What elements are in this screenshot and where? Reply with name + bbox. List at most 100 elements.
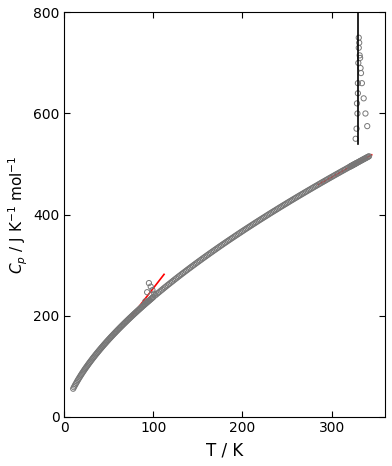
Point (234, 231, 241, 238)
Point (278, 203, 284, 211)
Point (345, 164, 351, 171)
Point (330, 172, 336, 180)
Point (363, 154, 370, 161)
Point (300, 190, 307, 197)
Point (147, 296, 153, 304)
Point (156, 288, 162, 295)
Point (233, 232, 240, 239)
Point (125, 316, 131, 324)
Point (143, 299, 149, 307)
Point (339, 167, 346, 175)
Point (173, 275, 179, 282)
Point (332, 171, 339, 178)
Point (366, 152, 372, 160)
Point (316, 181, 322, 188)
Point (327, 174, 333, 182)
Point (355, 59, 361, 67)
Point (174, 274, 181, 281)
Point (176, 273, 182, 280)
Point (149, 295, 155, 302)
Point (140, 302, 146, 310)
Point (207, 250, 213, 257)
Point (132, 309, 139, 316)
Point (338, 168, 344, 175)
Point (128, 313, 134, 321)
Point (172, 276, 178, 283)
Point (225, 237, 231, 245)
Point (123, 318, 129, 325)
Point (103, 339, 109, 346)
Point (192, 260, 199, 267)
Point (184, 266, 191, 274)
Point (183, 267, 189, 274)
Point (239, 228, 245, 235)
Point (98, 344, 104, 352)
Point (162, 284, 168, 291)
Point (349, 162, 355, 169)
Point (294, 193, 301, 200)
Point (147, 283, 154, 290)
Point (92, 352, 98, 359)
Point (167, 279, 174, 287)
Point (142, 301, 148, 308)
Point (356, 34, 362, 41)
Point (133, 308, 140, 315)
Point (357, 158, 363, 165)
Point (181, 268, 188, 276)
Point (111, 329, 118, 337)
Point (237, 229, 243, 236)
Point (148, 295, 154, 302)
Point (74, 378, 80, 385)
Point (296, 192, 302, 199)
Point (166, 280, 172, 288)
Point (85, 361, 91, 369)
Point (149, 287, 156, 294)
Point (170, 277, 176, 284)
Point (188, 263, 194, 270)
Point (357, 54, 363, 62)
Point (267, 210, 273, 218)
Point (201, 254, 207, 261)
Point (212, 246, 218, 254)
Point (352, 160, 358, 168)
Point (227, 235, 234, 243)
Point (261, 213, 267, 221)
Point (317, 180, 323, 187)
Point (258, 215, 265, 223)
Point (354, 159, 361, 166)
Point (236, 230, 242, 237)
Point (321, 178, 327, 185)
Point (107, 334, 114, 341)
Point (301, 189, 308, 196)
Point (73, 381, 79, 388)
Point (132, 309, 138, 317)
Point (272, 206, 278, 214)
Point (353, 160, 359, 167)
Point (303, 188, 309, 195)
Point (108, 333, 114, 340)
Point (137, 305, 143, 312)
Point (88, 357, 94, 364)
Point (163, 282, 169, 290)
Point (256, 217, 262, 225)
Point (299, 191, 305, 198)
Point (100, 343, 106, 350)
Point (121, 320, 127, 328)
Point (214, 245, 220, 253)
Point (75, 377, 81, 384)
Point (83, 364, 89, 372)
Point (93, 350, 100, 357)
Point (264, 212, 270, 219)
Point (247, 222, 253, 230)
Point (119, 322, 125, 329)
Point (281, 201, 287, 209)
Point (335, 170, 341, 177)
Point (249, 221, 255, 229)
Point (288, 197, 294, 205)
Point (97, 345, 103, 353)
Point (80, 368, 87, 375)
Point (364, 153, 370, 161)
Point (143, 300, 149, 307)
Point (153, 290, 160, 298)
Point (363, 154, 369, 162)
